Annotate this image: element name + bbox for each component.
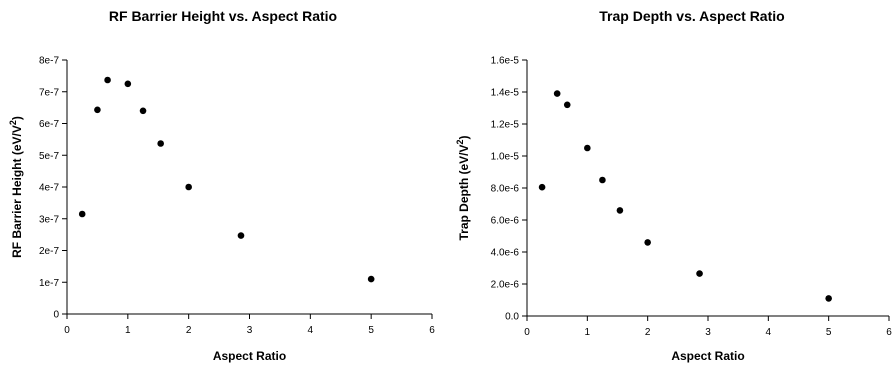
rf-barrier-data-point — [185, 183, 192, 191]
rf-barrier-y-axis-label-main: RF Barrier Height (eV/V — [10, 125, 24, 258]
rf-barrier-y-tick-label: 0 — [53, 310, 59, 321]
trap-depth-y-tick-label: 2.0e-6 — [491, 280, 520, 291]
trap-depth-data-point — [616, 207, 624, 214]
trap-depth-y-axis-label-main: Trap Depth (eV/V — [457, 144, 471, 240]
rf-barrier-data-point — [237, 232, 245, 239]
trap-depth-x-axis-label: Aspect Ratio — [671, 349, 744, 363]
trap-depth-x-tick-label: 6 — [886, 327, 892, 338]
rf-barrier-y-tick-label: 4e-7 — [39, 183, 59, 194]
trap-depth-y-tick-label: 1.6e-5 — [491, 56, 520, 67]
trap-depth-data-point — [584, 144, 591, 152]
rf-barrier-data-point — [139, 107, 147, 115]
rf-barrier-y-axis-label-end: ) — [10, 116, 24, 120]
trap-depth-data-point — [825, 295, 832, 302]
rf-barrier-chart-title: RF Barrier Height vs. Aspect Ratio — [109, 8, 337, 24]
rf-barrier-x-tick-label: 1 — [125, 325, 131, 336]
trap-depth-y-axis-label-end: ) — [457, 135, 471, 139]
trap-depth-y-tick-label: 1.2e-5 — [491, 120, 520, 131]
trap-depth-y-tick-label: 0.0 — [505, 312, 519, 323]
trap-depth-x-tick-label: 4 — [766, 327, 772, 338]
trap-depth-chart-svg: Trap Depth vs. Aspect Ratio 0 1 2 3 4 5 6 0.0 2.0… — [455, 8, 892, 363]
trap-depth-y-tick-label: 4.0e-6 — [491, 248, 520, 259]
rf-barrier-y-axis-label-sup: 2 — [8, 120, 18, 125]
rf-barrier-y-tick-label: 8e-7 — [39, 56, 59, 67]
trap-depth-x-tick-label: 1 — [585, 327, 591, 338]
rf-barrier-y-axis-label: RF Barrier Height (eV/V2) — [8, 116, 24, 258]
rf-barrier-data-point — [157, 140, 164, 147]
trap-depth-data-point — [563, 101, 571, 109]
rf-barrier-y-tick-label: 6e-7 — [39, 119, 59, 130]
rf-barrier-x-tick-label: 6 — [429, 325, 435, 336]
rf-barrier-x-tick-label: 0 — [64, 325, 70, 336]
trap-depth-data-point — [644, 239, 651, 246]
trap-depth-x-tick-label: 3 — [705, 327, 711, 338]
trap-depth-y-axis-label-sup: 2 — [455, 139, 465, 144]
rf-barrier-y-tick-label: 3e-7 — [39, 214, 59, 225]
rf-barrier-y-tick-label: 2e-7 — [39, 246, 59, 257]
rf-barrier-data-point — [124, 80, 132, 88]
trap-depth-data-point — [599, 176, 606, 184]
trap-depth-y-tick-label: 1.0e-5 — [491, 152, 520, 163]
rf-barrier-y-tick-label: 5e-7 — [39, 151, 59, 162]
rf-barrier-data-point — [94, 106, 101, 114]
trap-depth-x-tick-label: 0 — [524, 327, 530, 338]
trap-depth-data-point — [553, 90, 561, 97]
rf-barrier-x-tick-label: 3 — [247, 325, 253, 336]
trap-depth-x-tick-label: 2 — [645, 327, 651, 338]
trap-depth-x-tick-label: 5 — [826, 327, 832, 338]
rf-barrier-y-tick-label: 7e-7 — [39, 87, 59, 98]
rf-barrier-chart: RF Barrier Height vs. Aspect Ratio 0 1 2 3 4 5… — [8, 8, 435, 363]
trap-depth-chart: Trap Depth vs. Aspect Ratio 0 1 2 3 4 5 6 0.0 2.0… — [446, 0, 892, 368]
rf-barrier-x-axis-label: Aspect Ratio — [213, 349, 286, 363]
trap-depth-data-point — [538, 183, 546, 191]
rf-barrier-y-tick-label: 1e-7 — [39, 278, 59, 289]
rf-barrier-x-tick-label: 4 — [308, 325, 314, 336]
rf-barrier-data-point — [104, 76, 111, 84]
rf-barrier-x-tick-label: 5 — [368, 325, 374, 336]
trap-depth-y-tick-label: 6.0e-6 — [491, 216, 520, 227]
rf-barrier-data-point — [367, 275, 375, 283]
trap-depth-data-point — [696, 270, 703, 277]
rf-barrier-data-point — [78, 210, 86, 218]
rf-barrier-chart-svg: RF Barrier Height vs. Aspect Ratio 0 1 2 3 4 5… — [8, 8, 435, 363]
rf-barrier-x-tick-label: 2 — [186, 325, 192, 336]
trap-depth-chart-title: Trap Depth vs. Aspect Ratio — [599, 8, 784, 24]
trap-depth-y-axis-label: Trap Depth (eV/V2) — [455, 135, 471, 240]
trap-depth-y-tick-label: 8.0e-6 — [491, 184, 520, 195]
trap-depth-y-tick-label: 1.4e-5 — [491, 88, 520, 99]
